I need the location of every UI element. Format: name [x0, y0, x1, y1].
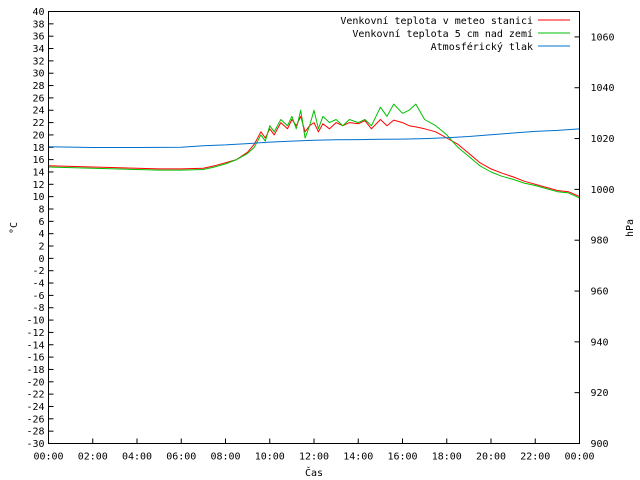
x-tick-label: 14:00 [343, 452, 373, 463]
y-left-tick-label: -4 [32, 279, 44, 290]
y-left-tick-label: 8 [38, 204, 44, 215]
x-tick-label: 00:00 [564, 452, 594, 463]
y-left-tick-label: 2 [38, 242, 44, 253]
y-left-tick-label: 16 [32, 155, 44, 166]
y-axis-right-label: hPa [625, 219, 636, 237]
x-tick-label: 02:00 [78, 452, 108, 463]
y-left-tick-label: 32 [32, 56, 44, 67]
legend: Venkovní teplota v meteo stanici Venkovn… [340, 15, 570, 53]
x-tick-label: 08:00 [210, 452, 240, 463]
pressure-line [48, 128, 580, 148]
ground-temp-line [48, 103, 580, 199]
y-left-tick-label: -8 [32, 303, 44, 314]
y-left-tick-label: 30 [32, 69, 44, 80]
station-temp-line [48, 115, 580, 198]
series-lines [48, 103, 580, 199]
x-tick-label: 20:00 [476, 452, 506, 463]
y-left-tick-label: 12 [32, 180, 44, 191]
x-tick-label: 12:00 [299, 452, 329, 463]
x-axis-tick-labels: 00:00 02:00 04:00 06:00 08:00 10:00 12:00 14:00… [33, 452, 594, 463]
plot-frame [48, 11, 580, 444]
y-axis-left-tick-labels: 4038363432302826242220181614121086420-2-… [26, 7, 44, 450]
y-left-tick-label: -10 [26, 316, 44, 327]
y-left-tick-label: 36 [32, 32, 44, 43]
y-right-tick-label: 1060 [591, 32, 615, 43]
legend-label-pressure: Atmosférický tlak [431, 41, 533, 53]
y-left-tick-label: 28 [32, 81, 44, 92]
y-right-tick-label: 920 [591, 388, 609, 399]
y-axis-right-tick-labels: 1060 1040 1020 1000 980 960 940 920 900 [591, 32, 615, 450]
x-tick-label: 16:00 [387, 452, 417, 463]
y-right-tick-label: 960 [591, 287, 609, 298]
y-left-tick-label: 6 [38, 217, 44, 228]
y-left-tick-label: -24 [26, 402, 44, 413]
y-left-tick-label: -30 [26, 439, 44, 450]
y-left-tick-label: 24 [32, 106, 44, 117]
y-left-tick-label: 40 [32, 7, 44, 18]
y-right-tick-label: 1020 [591, 134, 615, 145]
legend-label-station-temp: Venkovní teplota v meteo stanici [340, 15, 533, 27]
y-left-tick-label: 34 [32, 44, 44, 55]
y-left-tick-label: -18 [26, 365, 44, 376]
y-left-tick-label: -2 [32, 266, 44, 277]
x-tick-label: 04:00 [122, 452, 152, 463]
y-left-tick-label: 38 [32, 19, 44, 30]
x-tick-label: 18:00 [432, 452, 462, 463]
y-left-tick-label: 14 [32, 167, 44, 178]
y-left-tick-label: 20 [32, 130, 44, 141]
y-left-tick-label: -20 [26, 377, 44, 388]
y-left-tick-label: -26 [26, 414, 44, 425]
x-tick-label: 00:00 [33, 452, 63, 463]
y-right-tick-label: 1040 [591, 83, 615, 94]
x-tick-label: 10:00 [255, 452, 285, 463]
y-left-tick-label: 10 [32, 192, 44, 203]
y-left-tick-label: -14 [26, 340, 44, 351]
y-left-tick-label: -12 [26, 328, 44, 339]
y-right-tick-label: 900 [591, 439, 609, 450]
x-axis-label: Čas [305, 466, 323, 479]
y-left-tick-label: 26 [32, 93, 44, 104]
y-left-tick-label: -22 [26, 390, 44, 401]
y-left-tick-label: 18 [32, 143, 44, 154]
y-left-tick-label: -16 [26, 353, 44, 364]
x-tick-label: 22:00 [520, 452, 550, 463]
x-tick-label: 06:00 [166, 452, 196, 463]
y-right-tick-label: 1000 [591, 185, 615, 196]
y-left-tick-label: 4 [38, 229, 44, 240]
y-left-tick-label: -28 [26, 427, 44, 438]
tick-marks [48, 11, 580, 444]
y-left-tick-label: 22 [32, 118, 44, 129]
y-right-tick-label: 980 [591, 236, 609, 247]
y-right-tick-label: 940 [591, 337, 609, 348]
y-left-tick-label: -6 [32, 291, 44, 302]
y-left-tick-label: 0 [38, 254, 44, 265]
y-axis-left-label: °C [9, 222, 20, 234]
legend-label-ground-temp: Venkovní teplota 5 cm nad zemí [352, 28, 533, 40]
